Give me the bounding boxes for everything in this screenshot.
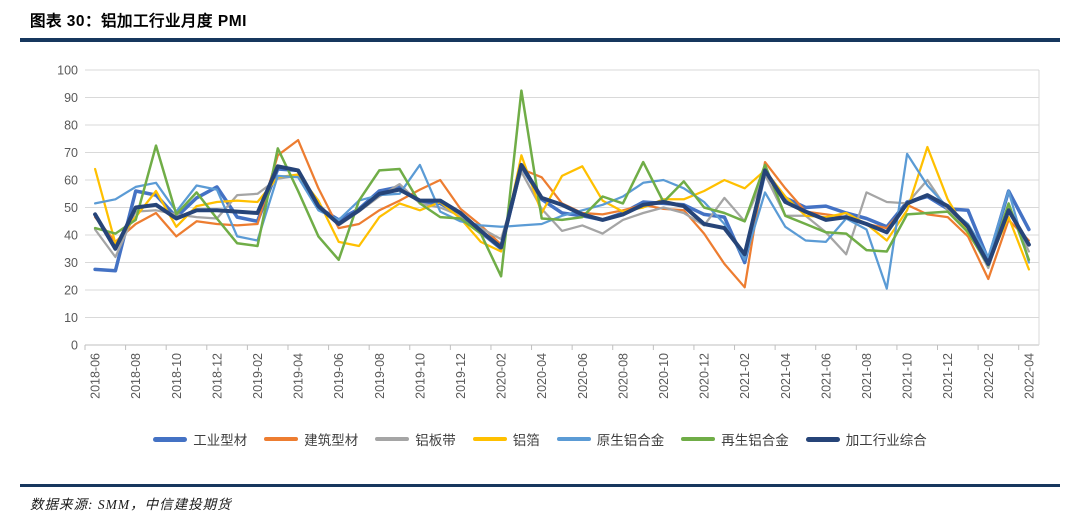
x-tick-label: 2020-04: [535, 353, 549, 399]
y-tick-label: 60: [64, 174, 78, 188]
x-tick-label: 2022-04: [1022, 353, 1036, 399]
legend-item-6: 加工行业综合: [805, 429, 927, 449]
x-tick-label: 2018-06: [89, 353, 103, 399]
y-tick-label: 80: [64, 119, 78, 133]
series-line-0: [93, 164, 1031, 273]
legend-label: 原生铝合金: [596, 433, 665, 448]
x-tick-label: 2018-10: [170, 353, 184, 399]
legend-line-swatch: [153, 436, 188, 442]
x-tick-label: 2020-08: [616, 353, 630, 399]
x-tick-label: 2020-10: [657, 353, 671, 399]
pmi-line-chart: 0 10 20 30 40 50 60 70 80 90 100 2018-06 2018-08 2018…: [57, 64, 1040, 399]
series-line-6: [93, 162, 1031, 266]
legend-label: 加工行业综合: [845, 433, 927, 448]
x-tick-label: 2022-02: [982, 353, 996, 399]
series-line-4: [93, 152, 1031, 290]
legend-item-0: 工业型材: [153, 429, 247, 449]
x-tick-label: 2019-08: [373, 353, 387, 399]
footer-divider-rule: [20, 484, 1060, 487]
legend-item-4: 原生铝合金: [556, 429, 665, 449]
x-tick-label: 2021-02: [738, 353, 752, 399]
x-tick-label: 2019-02: [251, 353, 265, 399]
y-tick-label: 30: [64, 256, 78, 270]
x-tick-label: 2020-12: [698, 353, 712, 399]
x-tick-label: 2021-10: [901, 353, 915, 399]
legend-label: 建筑型材: [304, 433, 359, 448]
legend-label: 铝板带: [415, 433, 456, 448]
x-tick-label: 2021-06: [819, 353, 833, 399]
y-tick-label: 20: [64, 284, 78, 298]
x-tick-label: 2019-06: [332, 353, 346, 399]
legend-line-swatch: [556, 437, 591, 441]
y-tick-label: 50: [64, 201, 78, 215]
y-tick-label: 70: [64, 146, 78, 160]
legend-label: 铝箔: [512, 433, 540, 448]
x-tick-label: 2019-04: [292, 353, 306, 399]
legend-line-swatch: [681, 437, 716, 441]
x-tick-label: 2019-10: [413, 353, 427, 399]
legend-item-1: 建筑型材: [264, 429, 358, 449]
legend-line-swatch: [375, 437, 410, 441]
x-tick-label: 2018-08: [129, 353, 143, 399]
legend-item-5: 再生铝合金: [681, 429, 789, 449]
series-line-3: [93, 145, 1031, 271]
x-tick-label: 2021-12: [941, 353, 955, 399]
legend-item-3: 铝箔: [472, 429, 540, 449]
y-tick-label: 0: [71, 339, 78, 353]
data-source-note: 数据来源: SMM，中信建投期货: [30, 497, 232, 512]
x-tick-label: 2021-04: [779, 353, 793, 399]
x-tick-label: 2020-02: [495, 353, 509, 399]
legend-label: 工业型材: [193, 433, 248, 448]
legend-item-2: 铝板带: [375, 429, 456, 449]
y-tick-label: 40: [64, 229, 78, 243]
legend-line-swatch: [264, 437, 299, 441]
series-line-5: [93, 89, 1031, 278]
legend-label: 再生铝合金: [721, 433, 789, 448]
chart-legend: 工业型材 建筑型材 铝板带 铝箔 原生铝合金 再生铝合金 加工行业综合: [0, 429, 1080, 449]
x-tick-label: 2018-12: [210, 353, 224, 399]
x-tick-label: 2020-06: [576, 353, 590, 399]
x-tick-label: 2019-12: [454, 353, 468, 399]
title-divider-rule: [20, 38, 1060, 42]
figure-title: 图表 30：铝加工行业月度 PMI: [30, 13, 247, 30]
y-tick-label: 100: [57, 64, 78, 78]
legend-line-swatch: [472, 437, 507, 441]
legend-line-swatch: [805, 436, 840, 442]
x-tick-label: 2021-08: [860, 353, 874, 399]
series-line-2: [93, 170, 1031, 270]
y-tick-label: 90: [64, 91, 78, 105]
y-tick-label: 10: [64, 311, 78, 325]
chart-area: 0 10 20 30 40 50 60 70 80 90 100 2018-06 2018-08 2018…: [0, 55, 1080, 425]
